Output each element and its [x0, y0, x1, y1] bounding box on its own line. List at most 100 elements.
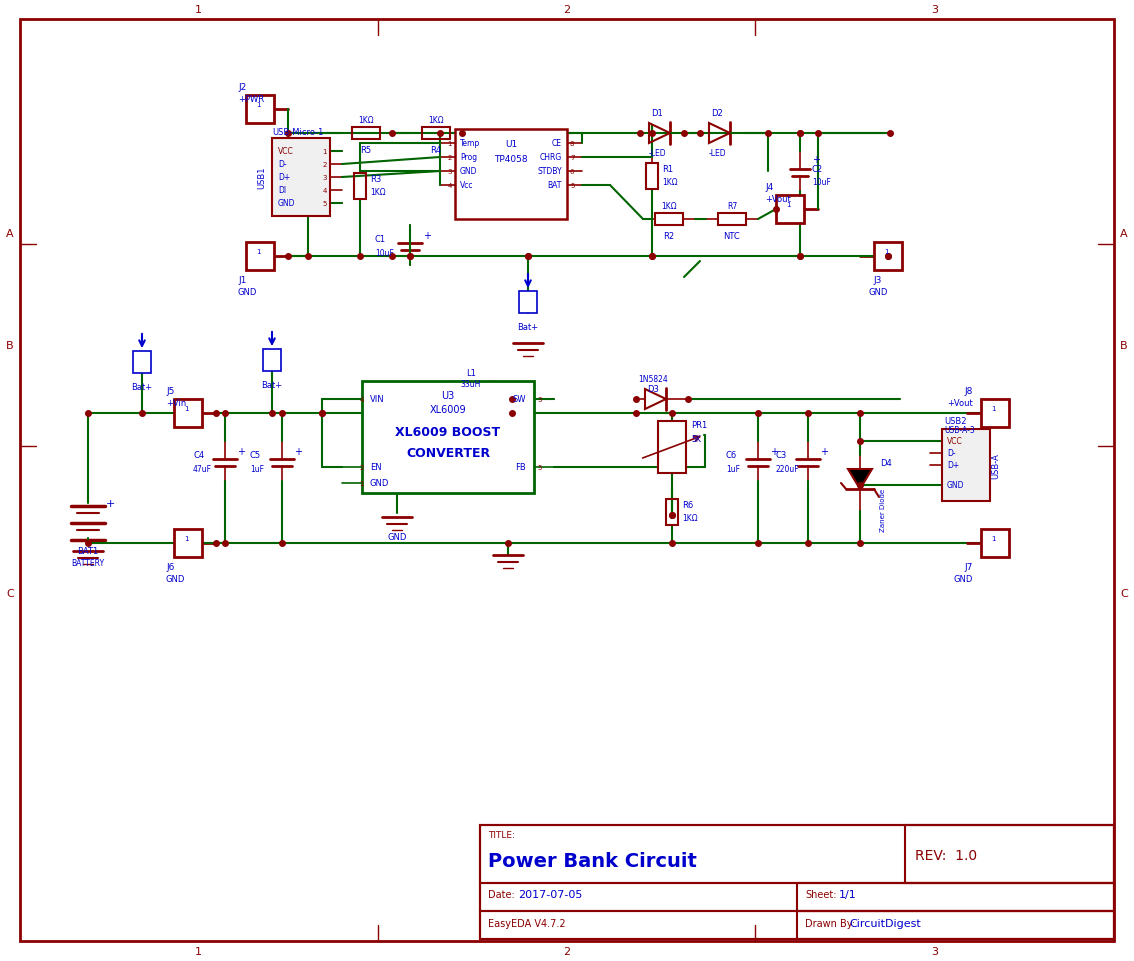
- Text: EN: EN: [370, 463, 382, 472]
- Text: USB-A: USB-A: [991, 453, 1000, 479]
- Text: -LED: -LED: [649, 149, 666, 159]
- Text: 1KΩ: 1KΩ: [682, 514, 697, 523]
- Text: D+: D+: [947, 461, 959, 470]
- Text: C: C: [6, 588, 14, 598]
- Text: 1/1: 1/1: [839, 889, 857, 899]
- Text: FB: FB: [515, 463, 526, 472]
- Text: R5: R5: [361, 146, 372, 156]
- Bar: [981, 530, 1009, 557]
- Text: 1: 1: [885, 249, 889, 255]
- Text: D+: D+: [278, 173, 290, 183]
- Text: +PWR: +PWR: [238, 95, 264, 105]
- Text: CircuitDigest: CircuitDigest: [849, 918, 921, 928]
- Bar: [874, 243, 902, 271]
- Text: BAT1: BAT1: [77, 547, 99, 555]
- Text: R1: R1: [662, 165, 674, 174]
- Bar: [942, 430, 990, 502]
- Text: +Vin: +Vin: [166, 399, 186, 408]
- Text: GND: GND: [954, 575, 973, 584]
- Text: D3: D3: [648, 385, 659, 394]
- Text: 3: 3: [448, 169, 452, 175]
- Bar: [352, 128, 380, 140]
- Text: Temp: Temp: [460, 139, 481, 148]
- Text: 2: 2: [359, 464, 364, 471]
- Text: 10uF: 10uF: [375, 249, 393, 259]
- Bar: [666, 500, 678, 526]
- Text: 1: 1: [448, 141, 452, 147]
- Text: CE: CE: [552, 139, 562, 148]
- Text: Zaner Diode: Zaner Diode: [880, 488, 886, 531]
- Text: 3: 3: [322, 175, 327, 181]
- Text: 1: 1: [359, 480, 364, 486]
- Text: J8: J8: [965, 387, 973, 396]
- Text: 1: 1: [195, 5, 202, 15]
- Text: D-: D-: [947, 449, 956, 458]
- Text: D1: D1: [651, 110, 663, 118]
- Text: GND: GND: [460, 167, 477, 176]
- Text: 1: 1: [195, 946, 202, 956]
- Text: 4: 4: [448, 183, 452, 188]
- Text: Drawn By:: Drawn By:: [805, 918, 855, 928]
- Bar: [797, 883, 1114, 911]
- Text: D2: D2: [711, 110, 722, 118]
- Text: 5: 5: [538, 464, 541, 471]
- Bar: [480, 911, 1114, 939]
- Text: 3: 3: [538, 397, 542, 403]
- Text: VCC: VCC: [947, 437, 963, 446]
- Text: 1N5824: 1N5824: [638, 375, 668, 384]
- Text: 2: 2: [562, 5, 570, 15]
- Bar: [174, 400, 202, 428]
- Text: USB2: USB2: [943, 417, 966, 426]
- Text: R4: R4: [431, 146, 441, 156]
- Text: 3: 3: [931, 5, 938, 15]
- Text: SW: SW: [513, 395, 526, 404]
- Text: TITLE:: TITLE:: [488, 830, 515, 840]
- Text: 1: 1: [256, 102, 261, 108]
- Bar: [174, 530, 202, 557]
- Text: R3: R3: [370, 175, 381, 185]
- Text: Bat+: Bat+: [132, 383, 153, 392]
- Text: +: +: [820, 447, 828, 456]
- Text: 1uF: 1uF: [249, 465, 264, 474]
- Text: 33uH: 33uH: [460, 381, 481, 389]
- Text: U3: U3: [441, 390, 455, 401]
- Text: GND: GND: [947, 481, 965, 490]
- Text: 1uF: 1uF: [726, 465, 741, 474]
- Text: GND: GND: [370, 479, 389, 488]
- Text: USB-A-3: USB-A-3: [943, 426, 975, 435]
- Text: XL6009: XL6009: [430, 405, 466, 414]
- Text: VIN: VIN: [370, 395, 384, 404]
- Text: 1KΩ: 1KΩ: [429, 116, 443, 125]
- Text: CHRG: CHRG: [540, 154, 562, 162]
- Text: XL6009 BOOST: XL6009 BOOST: [396, 426, 500, 439]
- Text: GND: GND: [278, 199, 296, 209]
- Text: L1: L1: [466, 369, 476, 378]
- Text: C4: C4: [193, 451, 204, 460]
- Text: C1: C1: [375, 235, 386, 244]
- Text: C2: C2: [812, 165, 823, 174]
- Text: J4: J4: [765, 184, 773, 192]
- Text: USB-Micro-1: USB-Micro-1: [272, 129, 323, 137]
- Text: 1: 1: [991, 535, 996, 541]
- Text: Bat+: Bat+: [517, 323, 539, 333]
- Text: USB1: USB1: [257, 166, 266, 189]
- Bar: [981, 400, 1009, 428]
- Bar: [362, 382, 534, 494]
- Text: R6: R6: [682, 501, 693, 510]
- Text: 1: 1: [184, 406, 188, 411]
- Bar: [455, 130, 567, 220]
- Text: 1: 1: [322, 149, 327, 155]
- Bar: [480, 825, 1114, 939]
- Bar: [480, 883, 1114, 911]
- Text: 1KΩ: 1KΩ: [661, 202, 677, 211]
- Text: EasyEDA V4.7.2: EasyEDA V4.7.2: [488, 918, 566, 928]
- Text: 2: 2: [562, 946, 570, 956]
- Text: 4: 4: [323, 187, 327, 194]
- Text: 5: 5: [323, 201, 327, 207]
- Text: 1KΩ: 1KΩ: [662, 179, 678, 187]
- Text: J6: J6: [166, 563, 175, 572]
- Text: +: +: [423, 231, 431, 241]
- Text: U1: U1: [505, 140, 517, 149]
- Text: 220uF: 220uF: [776, 465, 799, 474]
- Text: Prog: Prog: [460, 154, 477, 162]
